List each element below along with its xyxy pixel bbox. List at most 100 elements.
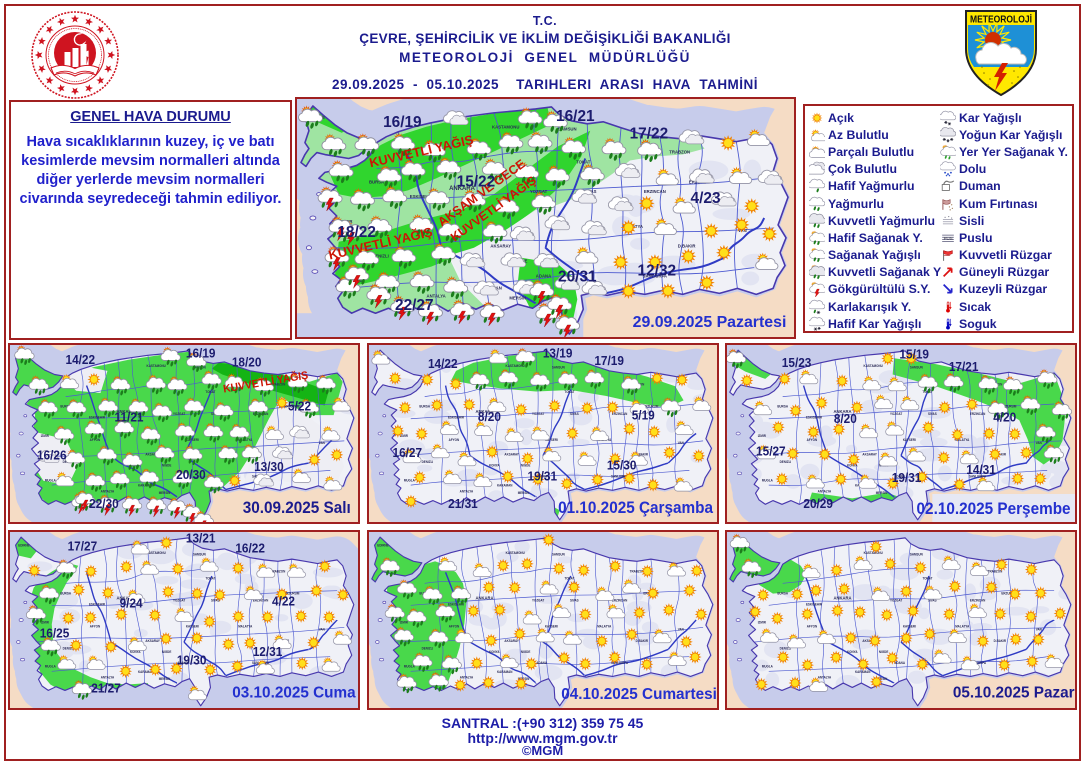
svg-text:EDIRNE: EDIRNE xyxy=(18,544,29,548)
svg-text:ADANA: ADANA xyxy=(894,475,906,479)
svg-text:22/27: 22/27 xyxy=(395,297,434,314)
svg-text:AKSARAY: AKSARAY xyxy=(145,639,159,643)
svg-text:IZMIR: IZMIR xyxy=(41,621,50,625)
svg-text:TOKAT: TOKAT xyxy=(576,159,591,164)
svg-text:KASTAMONU: KASTAMONU xyxy=(506,551,526,555)
svg-text:ANKARA: ANKARA xyxy=(117,595,135,600)
svg-text:12/31: 12/31 xyxy=(253,645,283,659)
svg-text:BURSA: BURSA xyxy=(777,591,788,595)
svg-text:15/19: 15/19 xyxy=(899,347,929,361)
svg-text:ERZINCAN: ERZINCAN xyxy=(644,189,666,194)
svg-text:ANTALYA: ANTALYA xyxy=(818,489,832,493)
svg-text:TRABZON: TRABZON xyxy=(271,569,286,573)
svg-text:ESKISEHIR: ESKISEHIR xyxy=(448,416,465,420)
svg-text:16/25: 16/25 xyxy=(40,626,70,640)
svg-text:AFYON: AFYON xyxy=(807,438,818,442)
svg-text:22/30: 22/30 xyxy=(89,497,119,511)
svg-text:ANTALYA: ANTALYA xyxy=(460,489,474,493)
svg-text:11/21: 11/21 xyxy=(115,410,144,424)
svg-text:SAMSUN: SAMSUN xyxy=(558,127,576,132)
svg-text:13/30: 13/30 xyxy=(254,460,284,474)
svg-text:MALATYA: MALATYA xyxy=(238,438,253,442)
svg-text:TRABZON: TRABZON xyxy=(988,569,1003,573)
svg-text:MUGLA: MUGLA xyxy=(404,478,416,482)
svg-text:4/20: 4/20 xyxy=(993,410,1016,424)
svg-text:TOKAT: TOKAT xyxy=(205,577,215,581)
svg-text:18/22: 18/22 xyxy=(337,224,376,241)
svg-text:13/21: 13/21 xyxy=(186,532,216,545)
svg-text:29.09.2025 Pazartesi: 29.09.2025 Pazartesi xyxy=(633,314,787,331)
svg-text:SANLIURFA: SANLIURFA xyxy=(969,661,987,665)
svg-text:IZMIR: IZMIR xyxy=(758,621,767,625)
svg-text:ESKISEHIR: ESKISEHIR xyxy=(806,416,823,420)
svg-text:ADANA: ADANA xyxy=(536,274,551,279)
svg-text:AKSARAY: AKSARAY xyxy=(504,453,519,457)
svg-text:AFYON: AFYON xyxy=(90,624,100,628)
svg-text:12/32: 12/32 xyxy=(638,263,677,280)
svg-text:KAYSERI: KAYSERI xyxy=(903,624,916,628)
svg-text:YOZGAT: YOZGAT xyxy=(890,412,902,416)
svg-text:KARAMAN: KARAMAN xyxy=(138,670,153,674)
svg-text:MERSIN: MERSIN xyxy=(876,677,888,681)
svg-text:16/19: 16/19 xyxy=(186,346,216,360)
svg-text:MALATYA: MALATYA xyxy=(955,624,970,628)
svg-text:KONYA: KONYA xyxy=(130,650,141,654)
svg-text:BURSA: BURSA xyxy=(60,405,71,409)
svg-text:AFYON: AFYON xyxy=(807,624,817,628)
svg-text:MUGLA: MUGLA xyxy=(45,478,57,482)
svg-text:AFYON: AFYON xyxy=(449,624,459,628)
svg-text:SAMSUN: SAMSUN xyxy=(552,366,566,370)
svg-text:D.BAKIR: D.BAKIR xyxy=(678,244,696,249)
svg-text:KASTAMONU: KASTAMONU xyxy=(864,551,884,555)
svg-text:ANKARA: ANKARA xyxy=(833,409,851,414)
svg-text:15/30: 15/30 xyxy=(607,458,637,472)
svg-text:TOKAT: TOKAT xyxy=(922,577,932,581)
svg-text:21/27: 21/27 xyxy=(91,681,121,695)
svg-text:VAN: VAN xyxy=(1036,441,1043,445)
svg-text:TRABZON: TRABZON xyxy=(669,150,690,155)
svg-text:TOKAT: TOKAT xyxy=(922,390,932,394)
svg-text:DENIZLI: DENIZLI xyxy=(780,646,792,650)
svg-text:IZMIR: IZMIR xyxy=(400,434,409,438)
svg-text:AFYON: AFYON xyxy=(449,438,460,442)
svg-text:ERZURUM: ERZURUM xyxy=(284,591,299,595)
svg-text:5/22: 5/22 xyxy=(288,399,311,413)
svg-text:KONYA: KONYA xyxy=(847,650,858,654)
svg-text:SIVAS: SIVAS xyxy=(928,412,937,416)
svg-text:ERZINCAN: ERZINCAN xyxy=(970,599,985,603)
svg-text:ERZURUM: ERZURUM xyxy=(643,405,658,409)
svg-text:EDIRNE: EDIRNE xyxy=(377,544,388,548)
svg-text:VAN: VAN xyxy=(678,441,685,445)
svg-text:NIGDE: NIGDE xyxy=(879,650,888,654)
svg-text:03.10.2025 Cuma: 03.10.2025 Cuma xyxy=(232,684,356,701)
svg-text:16/19: 16/19 xyxy=(383,114,422,131)
svg-text:KAYSERI: KAYSERI xyxy=(545,624,558,628)
svg-text:NIGDE: NIGDE xyxy=(162,464,171,468)
svg-text:VAN: VAN xyxy=(678,627,684,631)
svg-text:MUGLA: MUGLA xyxy=(404,665,416,669)
svg-text:ANTALYA: ANTALYA xyxy=(427,293,446,298)
svg-text:TRABZON: TRABZON xyxy=(630,569,645,573)
svg-text:KASTAMONU: KASTAMONU xyxy=(864,364,884,368)
svg-text:20/30: 20/30 xyxy=(176,468,206,482)
svg-text:05.10.2025 Pazar: 05.10.2025 Pazar xyxy=(953,684,1075,701)
svg-text:13/19: 13/19 xyxy=(543,346,573,360)
svg-text:IZMIR: IZMIR xyxy=(400,621,409,625)
svg-text:NIGDE: NIGDE xyxy=(521,650,530,654)
svg-text:KONYA: KONYA xyxy=(489,650,500,654)
svg-text:SAMSUN: SAMSUN xyxy=(193,366,207,370)
svg-text:21/31: 21/31 xyxy=(448,497,478,511)
svg-text:MERSIN: MERSIN xyxy=(159,491,171,495)
svg-text:SIVAS: SIVAS xyxy=(211,599,220,603)
svg-text:NIGDE: NIGDE xyxy=(162,650,171,654)
svg-text:ESKISEHIR: ESKISEHIR xyxy=(89,602,106,606)
svg-text:17/22: 17/22 xyxy=(630,126,669,143)
svg-text:30.09.2025 Salı: 30.09.2025 Salı xyxy=(243,500,351,517)
svg-text:KAYSERI: KAYSERI xyxy=(903,438,916,442)
svg-text:ERZURUM: ERZURUM xyxy=(284,405,299,409)
svg-text:19/31: 19/31 xyxy=(528,469,558,483)
svg-text:KASTAMONU: KASTAMONU xyxy=(147,364,167,368)
svg-text:KAYSERI: KAYSERI xyxy=(186,624,199,628)
svg-text:16/26: 16/26 xyxy=(37,448,67,462)
svg-text:ERZINCAN: ERZINCAN xyxy=(612,412,628,416)
